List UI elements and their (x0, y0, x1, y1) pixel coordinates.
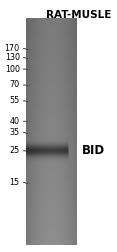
Text: 170: 170 (5, 44, 20, 53)
Text: 100: 100 (5, 65, 20, 74)
Text: 25: 25 (9, 146, 20, 155)
Text: 15: 15 (10, 178, 20, 187)
Text: 130: 130 (5, 53, 20, 62)
Text: 40: 40 (10, 117, 20, 126)
Text: RAT-MUSLE: RAT-MUSLE (46, 10, 112, 20)
Text: 55: 55 (9, 96, 20, 105)
Text: BID: BID (82, 144, 105, 157)
Text: 70: 70 (10, 80, 20, 89)
Text: 35: 35 (10, 128, 20, 137)
